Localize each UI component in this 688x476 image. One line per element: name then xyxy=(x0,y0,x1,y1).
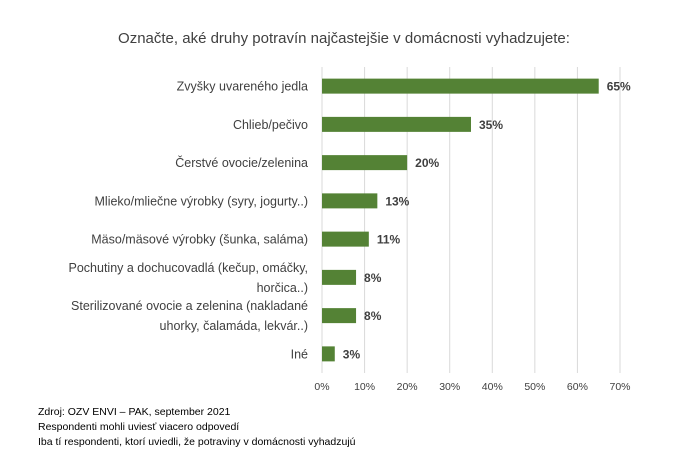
bar xyxy=(322,116,471,132)
category-label: Chlieb/pečivo xyxy=(233,118,308,132)
data-label: 20% xyxy=(415,156,439,170)
category-label: Sterilizované ovocie a zelenina (naklada… xyxy=(71,299,308,313)
data-label: 8% xyxy=(364,271,382,285)
filter-note: Iba tí respondenti, ktorí uviedli, že po… xyxy=(38,436,356,448)
category-label: Čerstvé ovocie/zelenina xyxy=(175,155,308,170)
bar xyxy=(322,346,335,362)
x-tick-label: 20% xyxy=(397,381,418,393)
bar xyxy=(322,193,378,209)
data-label: 3% xyxy=(343,347,361,361)
bar xyxy=(322,78,599,94)
data-label: 11% xyxy=(377,233,401,247)
bar xyxy=(322,231,369,247)
source-note: Zdroj: OZV ENVI – PAK, september 2021 xyxy=(38,406,231,418)
category-label: Mäso/mäsové výrobky (šunka, saláma) xyxy=(91,233,308,247)
chart-title: Označte, aké druhy potravín najčastejšie… xyxy=(118,30,570,47)
x-tick-label: 50% xyxy=(524,381,545,393)
category-label: Iné xyxy=(291,347,308,361)
x-tick-label: 60% xyxy=(567,381,588,393)
data-label: 13% xyxy=(385,194,409,208)
category-label: Zvyšky uvareného jedla xyxy=(177,80,308,94)
category-label: Pochutiny a dochucovadlá (kečup, omáčky, xyxy=(69,261,308,275)
x-tick-label: 0% xyxy=(314,381,329,393)
chart-notes: Zdroj: OZV ENVI – PAK, september 2021 Re… xyxy=(38,405,356,450)
data-label: 35% xyxy=(479,118,503,132)
x-tick-label: 30% xyxy=(439,381,460,393)
category-label: horčica..) xyxy=(257,281,308,295)
bar xyxy=(322,308,357,324)
respondents-note: Respondenti mohli uviesť viacero odpoved… xyxy=(38,421,240,433)
bar xyxy=(322,269,357,285)
bar xyxy=(322,155,408,171)
data-label: 8% xyxy=(364,309,382,323)
category-label: uhorky, čalamáda, lekvár..) xyxy=(160,319,308,333)
data-label: 65% xyxy=(607,80,631,94)
x-tick-label: 10% xyxy=(354,381,375,393)
x-tick-label: 70% xyxy=(609,381,630,393)
x-tick-label: 40% xyxy=(482,381,503,393)
category-label: Mlieko/mliečne výrobky (syry, jogurty..) xyxy=(95,194,308,208)
